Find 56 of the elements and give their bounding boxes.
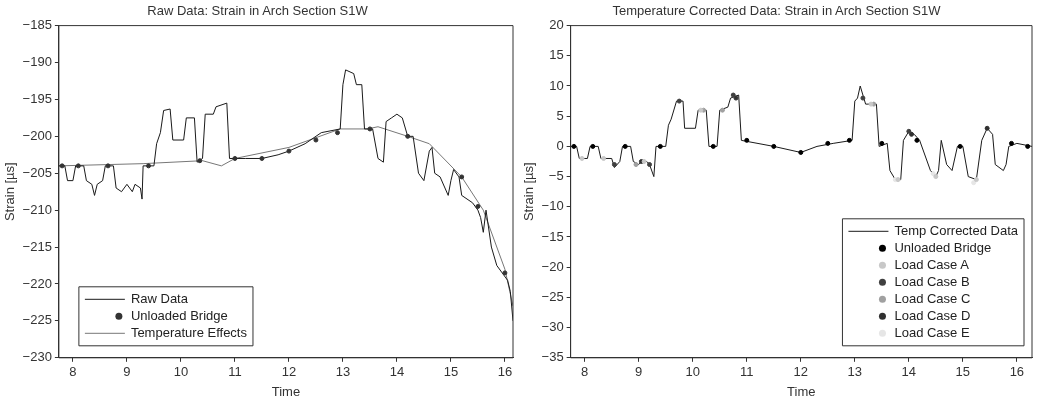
y-tick-label: 20 xyxy=(549,17,564,33)
x-tick-label: 12 xyxy=(281,364,297,380)
y-axis-title: Strain [µs] xyxy=(521,162,537,222)
y-tick-label: −185 xyxy=(22,17,52,33)
y-tick-label: −30 xyxy=(541,319,564,335)
y-axis-title: Strain [µs] xyxy=(2,162,18,222)
y-tick-label: −5 xyxy=(548,168,564,184)
x-tick-label: 13 xyxy=(335,364,351,380)
y-tick-label: −215 xyxy=(22,238,52,254)
legend-label: Load Case B xyxy=(894,273,970,289)
x-tick-label: 10 xyxy=(173,364,189,380)
legend-label: Unloaded Bridge xyxy=(130,307,228,323)
legend-label: Temperature Effects xyxy=(130,324,248,340)
x-axis-title: Time xyxy=(271,383,301,399)
y-tick-label: −230 xyxy=(22,349,52,365)
legend-label: Load Case D xyxy=(894,307,971,323)
x-tick-label: 14 xyxy=(901,364,917,380)
y-tick-label: −15 xyxy=(541,228,564,244)
y-tick-label: −190 xyxy=(22,54,52,70)
legend-label: Load Case A xyxy=(894,256,970,272)
x-tick-label: 8 xyxy=(581,364,589,380)
x-tick-label: 9 xyxy=(123,364,131,380)
x-axis-title: Time xyxy=(787,383,816,399)
x-tick-label: 12 xyxy=(793,364,809,380)
y-tick-label: −210 xyxy=(22,201,52,217)
x-tick-label: 16 xyxy=(497,364,513,380)
x-tick-label: 10 xyxy=(685,364,700,380)
chart-title: Temperature Corrected Data: Strain in Arch Section S1W xyxy=(612,3,942,19)
x-tick-label: 11 xyxy=(228,364,242,380)
chart-title: Raw Data: Strain in Arch Section S1W xyxy=(147,3,369,19)
x-tick-label: 11 xyxy=(740,364,754,380)
x-tick-label: 15 xyxy=(955,364,971,380)
y-tick-label: 15 xyxy=(549,47,564,63)
x-tick-label: 8 xyxy=(69,364,77,380)
y-tick-label: 10 xyxy=(549,77,564,93)
y-tick-label: −205 xyxy=(22,164,52,180)
x-tick-label: 14 xyxy=(389,364,405,380)
x-tick-label: 9 xyxy=(635,364,643,380)
x-tick-label: 15 xyxy=(443,364,459,380)
legend-label: Unloaded Bridge xyxy=(894,239,992,255)
x-tick-label: 13 xyxy=(847,364,863,380)
x-tick-label: 16 xyxy=(1009,364,1025,380)
legend-label: Load Case C xyxy=(894,290,971,306)
y-tick-label: −200 xyxy=(22,127,52,143)
legend-label: Temp Corrected Data xyxy=(894,222,1019,238)
y-tick-label: −220 xyxy=(22,275,52,291)
legend-label: Load Case E xyxy=(894,324,970,340)
y-tick-label: −20 xyxy=(541,258,564,274)
y-tick-label: −10 xyxy=(541,198,564,214)
y-tick-label: 0 xyxy=(556,137,564,153)
legend-label: Raw Data xyxy=(130,290,189,306)
y-tick-label: −225 xyxy=(22,312,52,328)
y-tick-label: −195 xyxy=(22,91,52,106)
y-tick-label: −35 xyxy=(541,349,564,365)
y-tick-label: −25 xyxy=(541,288,564,304)
y-tick-label: 5 xyxy=(556,107,564,123)
